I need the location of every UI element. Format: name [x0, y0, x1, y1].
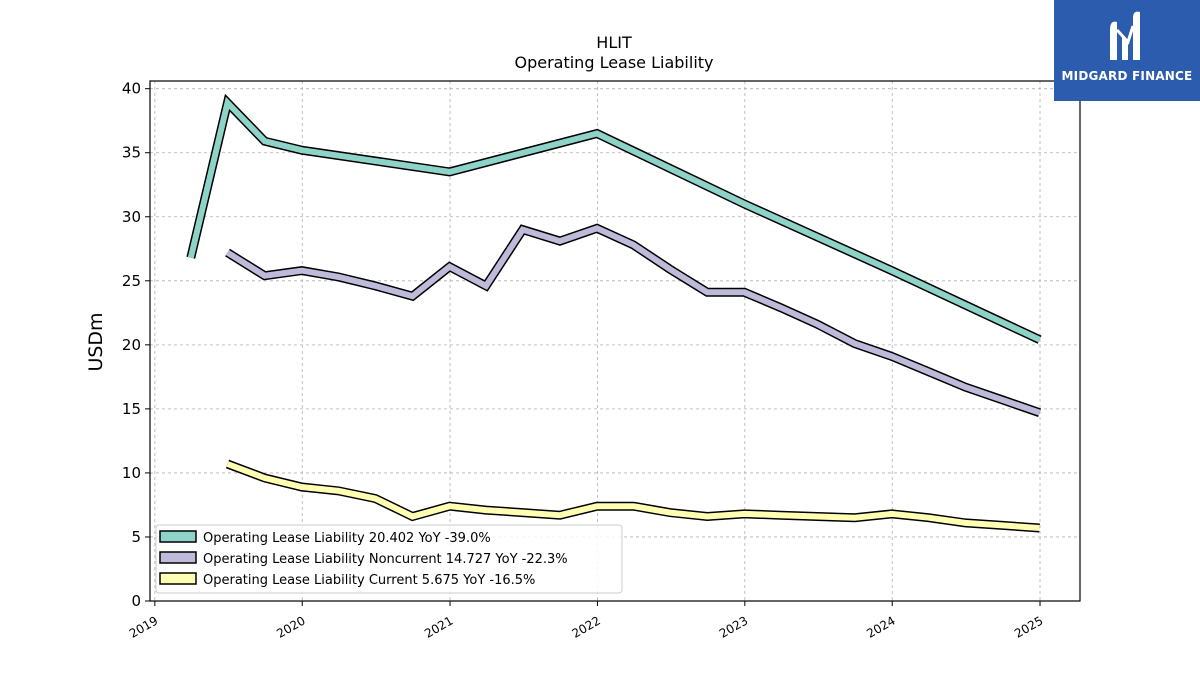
legend-swatch: [159, 530, 197, 543]
x-tick-label: 2022: [569, 613, 602, 640]
legend: Operating Lease Liability 20.402 YoY -39…: [155, 524, 623, 594]
x-tick-label: 2025: [1012, 613, 1045, 640]
logo-icon: [1110, 11, 1140, 61]
legend-entry: Operating Lease Liability 20.402 YoY -39…: [203, 531, 491, 546]
y-tick-label: 25: [122, 272, 141, 290]
x-tick-label: 2024: [864, 613, 897, 640]
series-line: [187, 96, 1041, 343]
legend-entry: Operating Lease Liability Noncurrent 14.…: [203, 552, 568, 567]
y-tick-label: 0: [131, 592, 141, 610]
y-tick-label: 5: [131, 528, 141, 546]
y-tick-label: 10: [122, 464, 141, 482]
y-tick-label: 40: [122, 80, 141, 98]
x-tick-label: 2021: [422, 613, 455, 640]
grid: [150, 81, 1080, 602]
y-tick-label: 30: [122, 208, 141, 226]
series-outline: [186, 93, 1042, 344]
series-layer: [186, 93, 1042, 533]
y-tick-label: 20: [122, 336, 141, 354]
x-tick-label: 2023: [717, 613, 750, 640]
legend-box: [155, 524, 623, 594]
plot-frame: [149, 80, 1081, 602]
series-outline: [225, 223, 1042, 417]
brand-logo: MIDGARD FINANCE: [1054, 0, 1200, 101]
series-line: [225, 225, 1041, 416]
legend-swatch: [159, 572, 197, 585]
x-tick-label: 2020: [274, 613, 307, 640]
chart-subtitle: Operating Lease Liability: [514, 53, 713, 72]
brand-name: MIDGARD FINANCE: [1061, 69, 1193, 83]
x-ticks: 2019 2020 2021 2022 2023 2024 2025: [127, 601, 1046, 641]
legend-entry: Operating Lease Liability Current 5.675 …: [203, 573, 535, 588]
y-tick-label: 35: [122, 144, 141, 162]
y-tick-label: 15: [122, 400, 141, 418]
x-tick-label: 2019: [127, 613, 160, 640]
chart-title: HLIT: [596, 33, 632, 52]
series-line: [226, 461, 1040, 531]
legend-swatch: [159, 551, 197, 564]
y-ticks: 0 5 10 15 20 25 30 35 40: [122, 80, 150, 610]
y-axis-label: USDm: [85, 312, 107, 371]
